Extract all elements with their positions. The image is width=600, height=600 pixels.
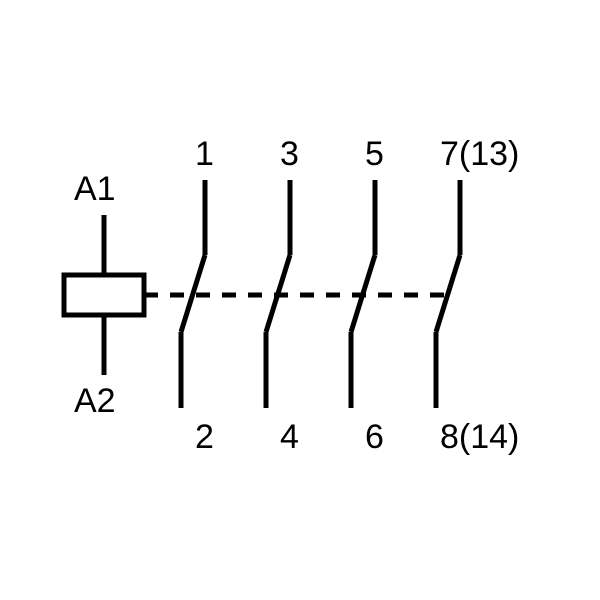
contact-4-label-top: 7(13) — [440, 135, 519, 173]
contact-1-label-top: 1 — [195, 135, 214, 173]
contact-4-label-bottom: 8(14) — [440, 418, 519, 456]
coil-label-a2: A2 — [74, 382, 116, 420]
contactor-schematic: A1 A2 1 2 3 4 5 6 7(13) 8(14) — [0, 0, 600, 600]
contact-1-label-bottom: 2 — [195, 418, 214, 456]
coil-rect — [64, 275, 144, 315]
contact-3-label-bottom: 6 — [365, 418, 384, 456]
contact-2-label-bottom: 4 — [280, 418, 299, 456]
contact-3-label-top: 5 — [365, 135, 384, 173]
contact-2-label-top: 3 — [280, 135, 299, 173]
coil-label-a1: A1 — [74, 170, 116, 208]
